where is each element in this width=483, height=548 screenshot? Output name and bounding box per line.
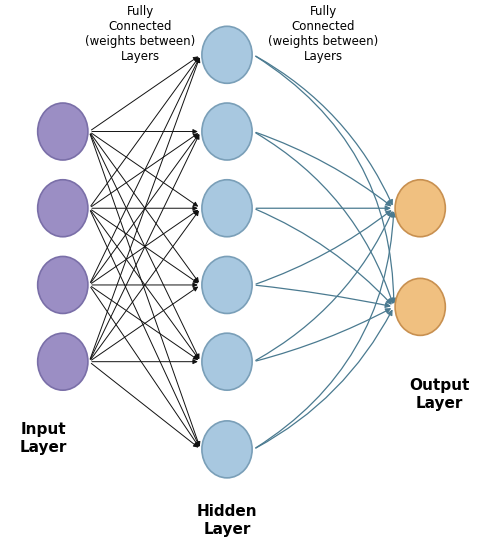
Circle shape	[38, 333, 88, 390]
Circle shape	[38, 180, 88, 237]
Circle shape	[202, 26, 252, 83]
Text: Input
Layer: Input Layer	[20, 422, 67, 455]
Circle shape	[395, 180, 445, 237]
Circle shape	[38, 256, 88, 313]
Circle shape	[395, 278, 445, 335]
Circle shape	[202, 256, 252, 313]
Circle shape	[202, 333, 252, 390]
Text: Output
Layer: Output Layer	[410, 378, 470, 411]
Text: Fully
Connected
(weights between)
Layers: Fully Connected (weights between) Layers	[85, 5, 195, 64]
Circle shape	[202, 103, 252, 160]
Text: Fully
Connected
(weights between)
Layers: Fully Connected (weights between) Layers	[269, 5, 379, 64]
Text: Hidden
Layer: Hidden Layer	[197, 504, 257, 537]
Circle shape	[202, 180, 252, 237]
Circle shape	[202, 421, 252, 478]
Circle shape	[38, 103, 88, 160]
